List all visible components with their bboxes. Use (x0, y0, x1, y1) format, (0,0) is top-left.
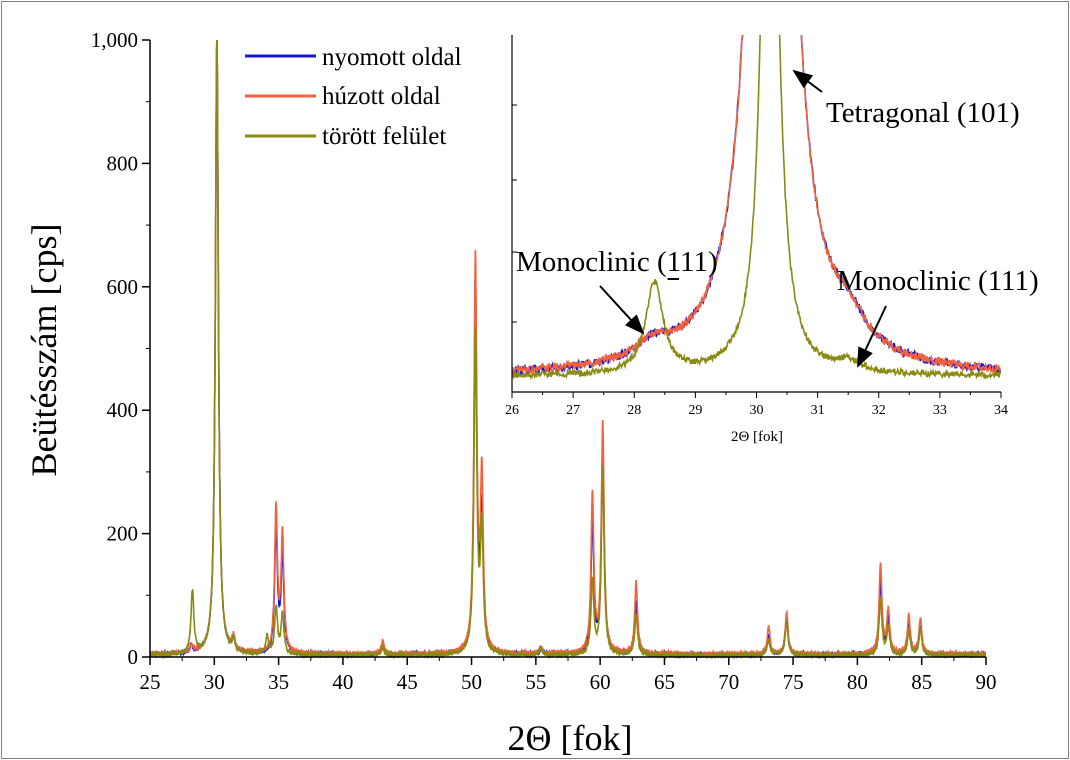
inset-x-tick-label: 26 (505, 403, 519, 418)
inset-x-tick-label: 31 (811, 403, 825, 418)
inset-x-axis-label: 2Θ [fok] (731, 429, 783, 445)
arrow-tetragonal (792, 69, 823, 93)
inset-x-tick-label: 32 (872, 403, 886, 418)
x-tick-label: 65 (654, 670, 675, 694)
inset-x-tick-label: 30 (750, 403, 764, 418)
inset-x-tick-label: 34 (994, 403, 1008, 418)
annotation-tetragonal: Tetragonal (101) (826, 97, 1020, 129)
inset-x-tick-label: 29 (688, 403, 702, 418)
x-tick-label: 25 (140, 670, 161, 694)
legend-label-nyomott: nyomott oldal (322, 44, 462, 71)
x-tick-label: 50 (461, 670, 482, 694)
main-plot: 25 30 35 40 45 50 55 60 65 70 75 80 85 90 0 200 400 600 80… (24, 28, 997, 758)
y-tick-label: 400 (107, 398, 139, 422)
inset-x-tick-label: 28 (627, 403, 641, 418)
legend-label-huzott: húzott oldal (322, 83, 441, 110)
x-tick-label: 80 (847, 670, 868, 694)
y-tick-label: 600 (107, 275, 139, 299)
inset-x-tick-label: 27 (566, 403, 580, 418)
y-tick-label: 800 (107, 151, 139, 175)
inset-series-line-2 (512, 35, 1001, 381)
x-tick-label: 45 (397, 670, 418, 694)
x-tick-label: 60 (590, 670, 611, 694)
annotation-monoclinic-pos: Monoclinic (111) (837, 265, 1039, 297)
arrow-monoclinic-pos (857, 305, 887, 368)
inset-background (512, 35, 1001, 393)
x-tick-label: 85 (911, 670, 932, 694)
x-tick-label: 55 (525, 670, 546, 694)
annotation-monoclinic-neg: Monoclinic (111) (516, 246, 718, 278)
x-axis-label: 2Θ [fok] (508, 718, 633, 758)
inset-axes: 26 27 28 29 30 31 32 33 34 (505, 35, 1008, 418)
inset-series-group (512, 35, 1001, 381)
inset-x-tick-label: 33 (933, 403, 947, 418)
legend: nyomott oldal húzott oldal törött felüle… (245, 44, 462, 150)
inset-series-line-1 (512, 35, 1001, 376)
arrow-monoclinic-neg (599, 285, 645, 335)
inset-plot: 26 27 28 29 30 31 32 33 34 2Θ [fok] Tetragonal (… (505, 35, 1039, 445)
legend-label-torott: törött felület (322, 123, 446, 150)
y-tick-label: 200 (107, 522, 139, 546)
series-line-2 (150, 39, 986, 660)
x-tick-label: 90 (976, 670, 997, 694)
main-axes: 25 30 35 40 45 50 55 60 65 70 75 80 85 90 0 200 400 600 80… (91, 28, 997, 694)
main-series-group (150, 39, 986, 660)
x-tick-label: 75 (783, 670, 804, 694)
y-tick-label: 1,000 (91, 28, 138, 52)
y-axis-label: Beütésszám [cps] (24, 224, 64, 477)
x-tick-label: 70 (718, 670, 739, 694)
x-tick-label: 30 (204, 670, 225, 694)
x-tick-label: 40 (332, 670, 353, 694)
x-tick-label: 35 (268, 670, 289, 694)
y-tick-label: 0 (128, 645, 139, 669)
